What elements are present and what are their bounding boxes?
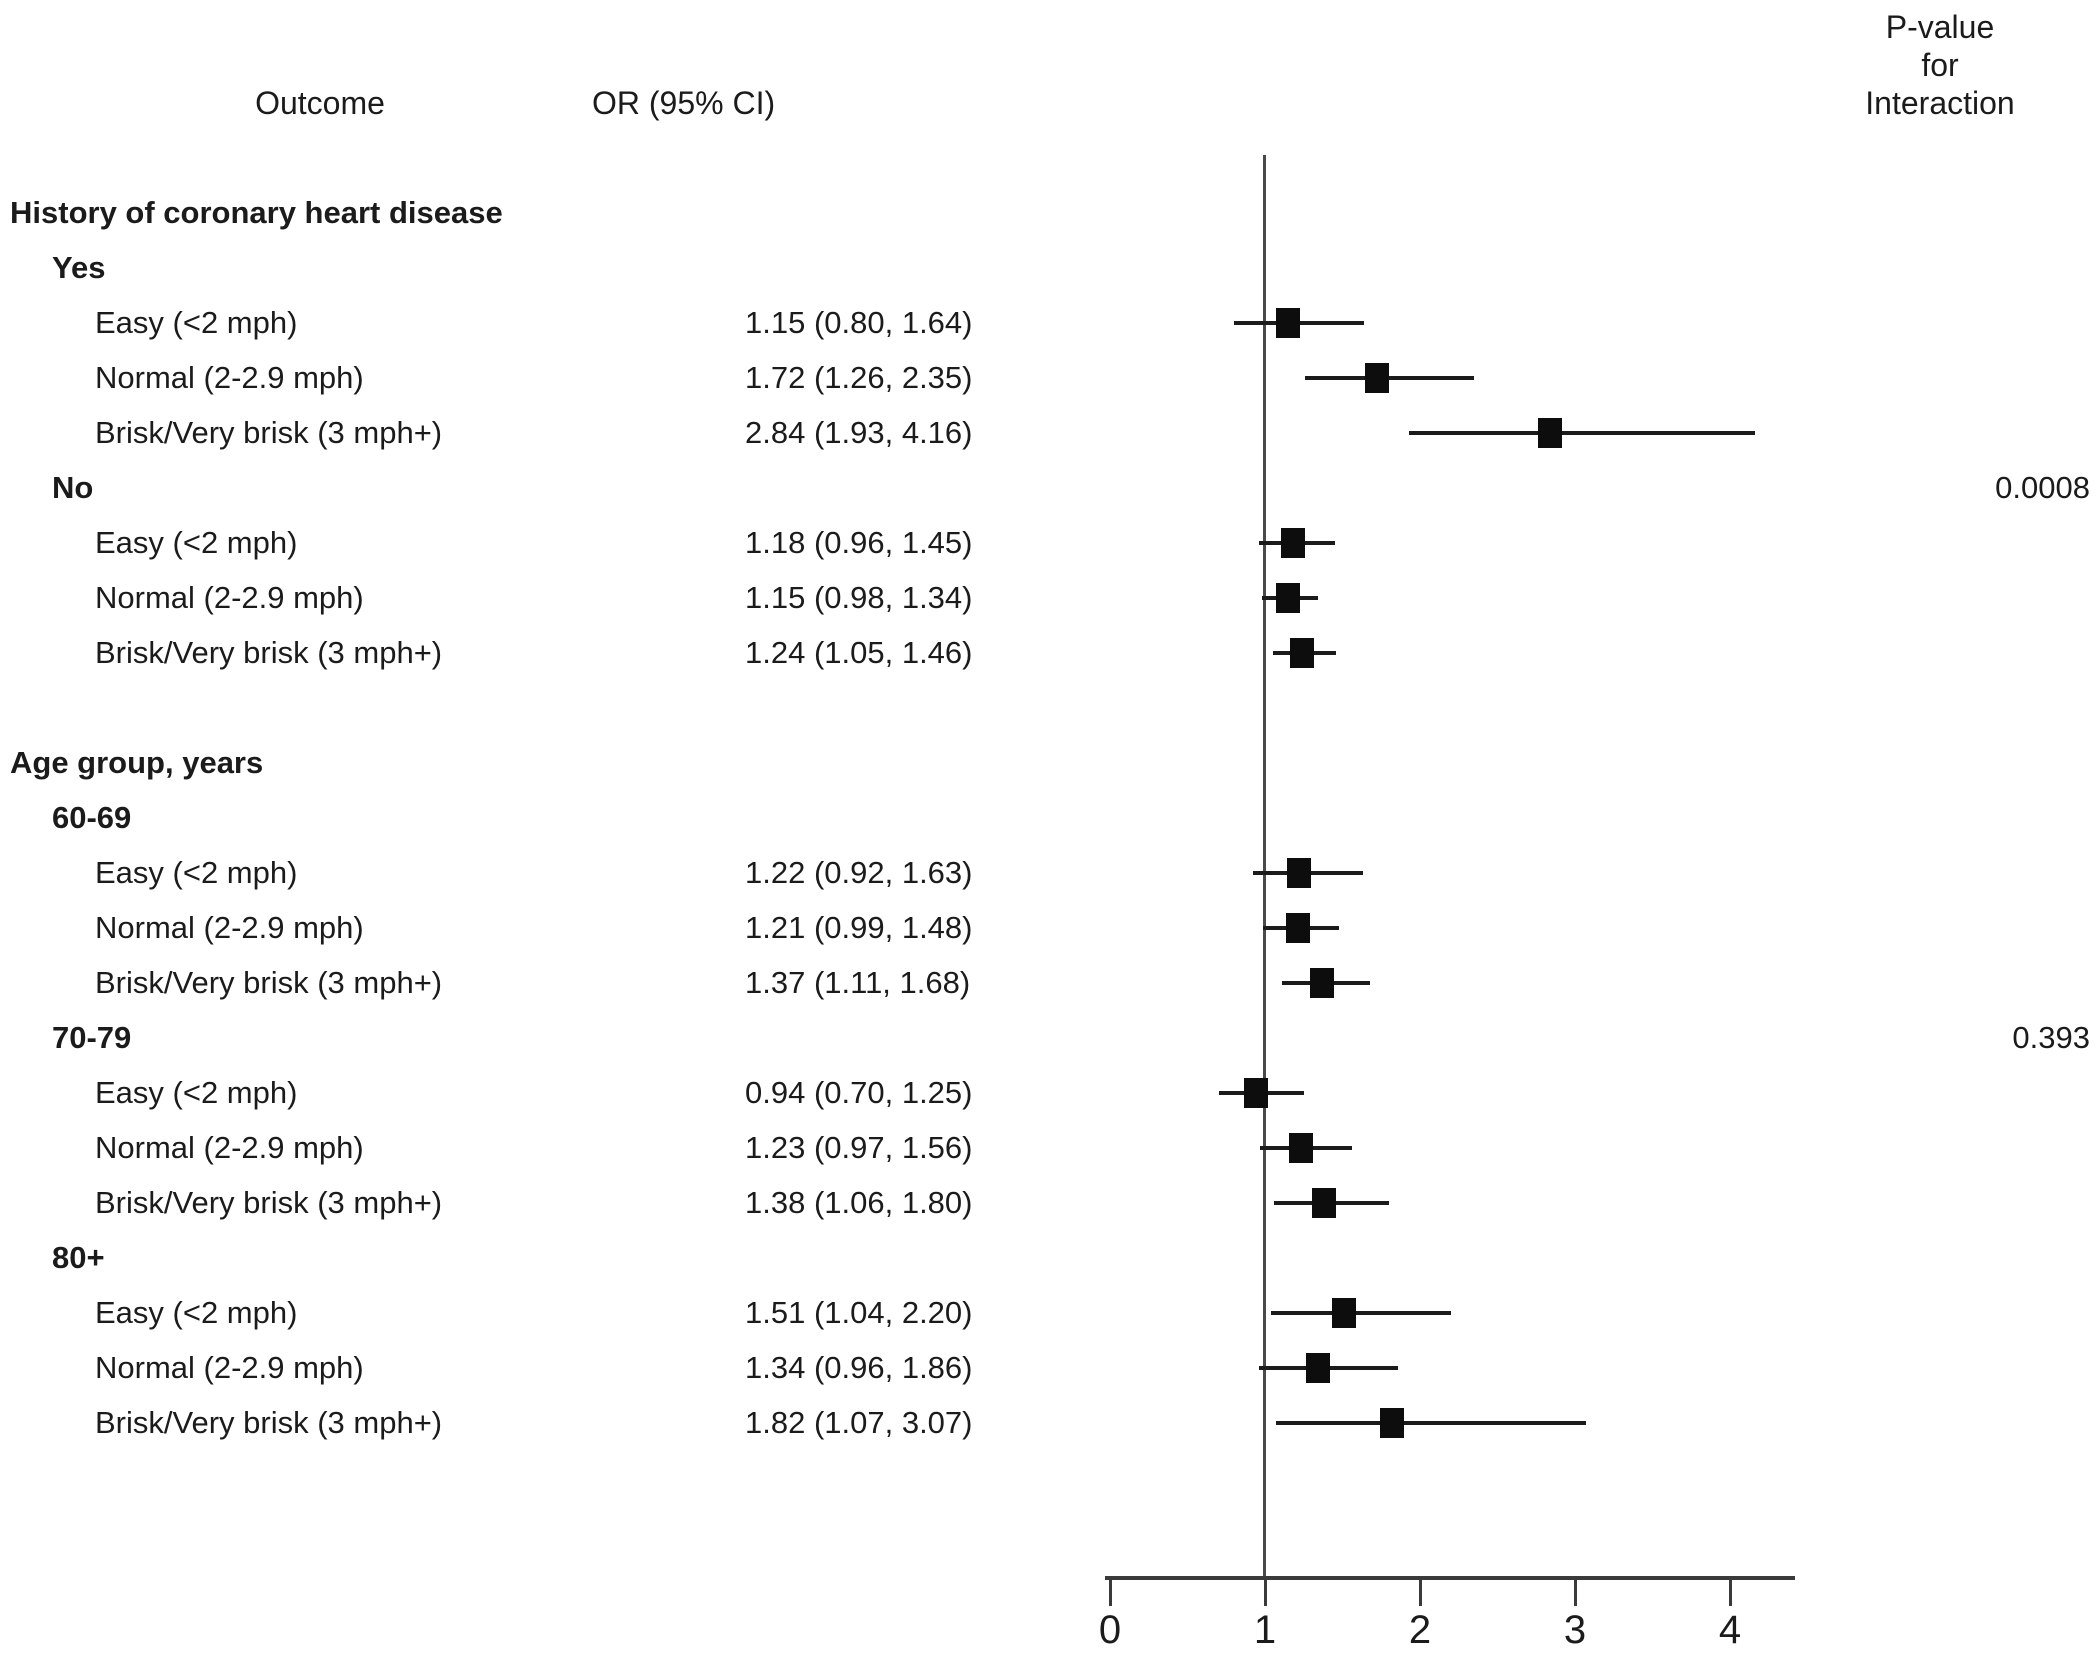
walking-pace-label: Brisk/Very brisk (3 mph+) [95,415,443,450]
walking-pace-label: Normal (2-2.9 mph) [95,1130,364,1165]
or-point-marker [1380,1408,1405,1438]
walking-pace-label: Easy (<2 mph) [95,1295,298,1330]
x-axis-line [1105,1576,1795,1580]
walking-pace-label: Normal (2-2.9 mph) [95,1350,364,1385]
subgroup-label: No [52,470,94,505]
confidence-interval-line [1305,376,1475,380]
or-point-marker [1280,528,1305,558]
section-label: Age group, years [10,745,264,780]
or-ci-value: 1.22 (0.92, 1.63) [745,855,973,890]
or-ci-value: 1.72 (1.26, 2.35) [745,360,973,395]
walking-pace-label: Brisk/Very brisk (3 mph+) [95,965,443,1000]
or-ci-value: 1.51 (1.04, 2.20) [745,1295,973,1330]
or-ci-value: 0.94 (0.70, 1.25) [745,1075,973,1110]
or-point-marker [1311,1188,1336,1218]
walking-pace-label: Normal (2-2.9 mph) [95,360,364,395]
or-point-marker [1285,913,1310,943]
walking-pace-label: Normal (2-2.9 mph) [95,910,364,945]
walking-pace-label: Easy (<2 mph) [95,525,298,560]
or-ci-value: 1.21 (0.99, 1.48) [745,910,973,945]
or-ci-value: 1.37 (1.11, 1.68) [745,965,971,1000]
x-axis-tick [1109,1580,1112,1606]
or-ci-value: 1.15 (0.80, 1.64) [745,305,973,340]
walking-pace-label: Brisk/Very brisk (3 mph+) [95,635,443,670]
walking-pace-label: Easy (<2 mph) [95,855,298,890]
subgroup-label: 70-79 [52,1020,132,1055]
or-ci-value: 1.82 (1.07, 3.07) [745,1405,973,1440]
x-axis-tick-label: 2 [1408,1608,1432,1652]
x-axis-tick [1729,1580,1732,1606]
interaction-pvalue: 0.393 [2012,1020,2090,1055]
subgroup-label: 80+ [52,1240,105,1275]
or-point-marker [1364,363,1389,393]
x-axis-tick-label: 0 [1098,1608,1122,1652]
walking-pace-label: Brisk/Very brisk (3 mph+) [95,1185,443,1220]
pvalue-header-line2: for [1921,47,1959,83]
confidence-interval-line [1271,1311,1451,1315]
pvalue-header-line3: Interaction [1865,85,2015,121]
or-ci-value: 1.24 (1.05, 1.46) [745,635,973,670]
section-label: History of coronary heart disease [10,195,503,230]
subgroup-label: Yes [52,250,106,285]
or-point-marker [1243,1078,1268,1108]
or-point-marker [1538,418,1563,448]
pvalue-header-line1: P-value [1885,9,1995,45]
outcome-column-header: Outcome [255,85,385,121]
or-ci-column-header: OR (95% CI) [592,85,776,121]
subgroup-label: 60-69 [52,800,132,835]
or-ci-value: 1.15 (0.98, 1.34) [745,580,973,615]
x-axis-tick [1264,1580,1267,1606]
reference-line-or-1 [1263,155,1266,1578]
or-point-marker [1310,968,1335,998]
or-point-marker [1287,858,1312,888]
or-ci-value: 2.84 (1.93, 4.16) [745,415,973,450]
interaction-pvalue: 0.0008 [1995,470,2090,505]
x-axis-tick-label: 1 [1253,1608,1277,1652]
walking-pace-label: Easy (<2 mph) [95,1075,298,1110]
walking-pace-label: Easy (<2 mph) [95,305,298,340]
or-ci-value: 1.18 (0.96, 1.45) [745,525,973,560]
or-point-marker [1290,638,1315,668]
x-axis-tick-label: 3 [1563,1608,1587,1652]
walking-pace-label: Normal (2-2.9 mph) [95,580,364,615]
or-point-marker [1332,1298,1357,1328]
x-axis-tick-label: 4 [1718,1608,1742,1652]
or-point-marker [1276,308,1301,338]
walking-pace-label: Brisk/Very brisk (3 mph+) [95,1405,443,1440]
or-point-marker [1288,1133,1313,1163]
or-ci-value: 1.34 (0.96, 1.86) [745,1350,973,1385]
pvalue-interaction-column-header: P-value for Interaction [1790,8,2090,122]
or-point-marker [1276,583,1301,613]
or-ci-value: 1.23 (0.97, 1.56) [745,1130,973,1165]
x-axis-tick [1419,1580,1422,1606]
x-axis-tick [1574,1580,1577,1606]
or-ci-value: 1.38 (1.06, 1.80) [745,1185,973,1220]
confidence-interval-line [1409,431,1755,435]
confidence-interval-line [1275,1421,1586,1425]
or-point-marker [1305,1353,1330,1383]
